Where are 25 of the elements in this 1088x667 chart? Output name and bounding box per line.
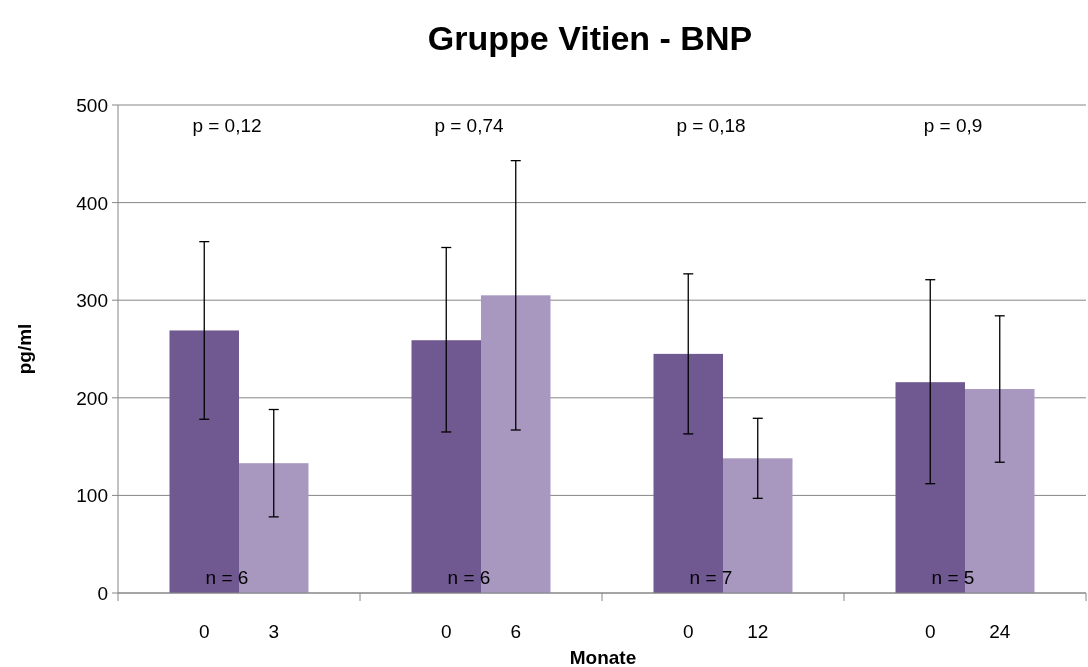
y-tick-label: 0 (97, 583, 108, 604)
x-tick-label: 12 (747, 621, 769, 642)
annotation: p = 0,74 (434, 115, 505, 136)
annotation: n = 6 (447, 567, 491, 588)
x-axis-title: Monate (569, 647, 637, 667)
x-tick-label: 24 (989, 621, 1011, 642)
annotation: p = 0,12 (192, 115, 262, 136)
annotation: p = 0,18 (676, 115, 746, 136)
y-tick-label: 200 (76, 387, 108, 409)
y-tick-label: 400 (76, 192, 108, 214)
annotation: n = 5 (931, 567, 975, 588)
x-tick-label: 0 (440, 621, 452, 642)
y-tick-label: 300 (76, 290, 108, 312)
annotation: p = 0,9 (923, 115, 983, 136)
annotation: n = 6 (205, 567, 249, 588)
y-axis-title: pg/ml (14, 323, 35, 375)
x-tick-label: 0 (682, 621, 694, 642)
y-tick-label: 500 (76, 95, 108, 116)
y-tick-label: 100 (76, 485, 108, 507)
x-tick-label: 0 (198, 621, 210, 642)
annotation: n = 7 (689, 567, 733, 588)
x-tick-label: 6 (510, 621, 522, 642)
chart-title: Gruppe Vitien - BNP (427, 19, 753, 57)
x-tick-label: 3 (268, 621, 280, 642)
x-tick-label: 0 (924, 621, 936, 642)
